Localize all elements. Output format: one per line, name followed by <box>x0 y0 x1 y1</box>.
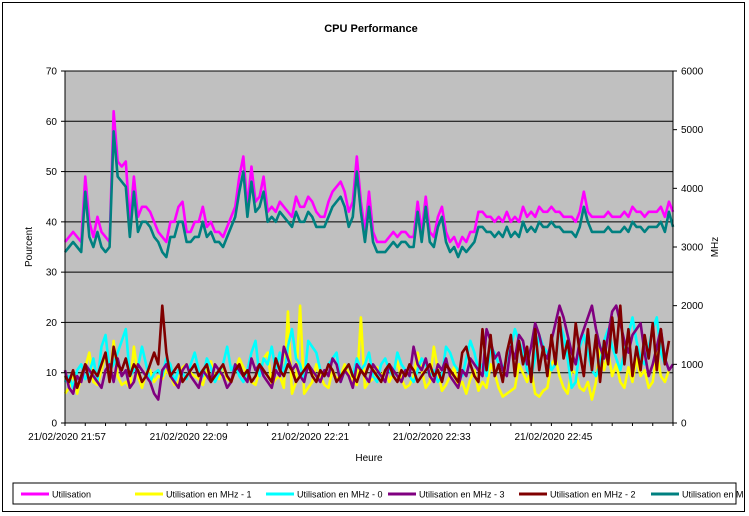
y-tick-label: 40 <box>46 217 58 228</box>
legend <box>12 482 737 505</box>
y-tick-label: 50 <box>46 167 58 178</box>
legend-label: Utilisation en MHz - 3 <box>419 490 505 500</box>
y2-tick-label: 6000 <box>681 67 704 78</box>
y-axis-left-label: Pourcent <box>24 227 35 267</box>
series-line-1 <box>63 304 671 401</box>
y-axis-right-label: MHz <box>710 237 721 258</box>
x-axis-ticks: 21/02/2020 21:57 21/02/2020 22:09 21/02/20… <box>28 423 674 443</box>
y2-tick-label: 5000 <box>681 125 704 136</box>
y2-tick-label: 3000 <box>681 243 704 254</box>
y-axis-right-ticks: 0 1000 2000 3000 4000 5000 6000 <box>673 67 704 430</box>
legend-label: Utilisation en MHz - 1 <box>166 490 252 500</box>
legend-label: Utilisation en MHz - 0 <box>297 490 383 500</box>
x-tick-label: 21/02/2020 21:57 <box>28 432 106 443</box>
y2-tick-label: 2000 <box>681 301 704 312</box>
y-tick-label: 10 <box>46 368 58 379</box>
y-tick-label: 70 <box>46 67 58 78</box>
legend-label: Utilisation <box>52 490 91 500</box>
legend-label: Utilisation en MHz <box>682 490 744 500</box>
y-axis-left-ticks: 0 10 20 30 40 50 60 70 <box>46 67 65 430</box>
series-line-0 <box>63 109 675 249</box>
series-line-3 <box>63 304 675 401</box>
x-tick-label: 21/02/2020 22:45 <box>514 432 592 443</box>
cpu-performance-chart: CPU Performance 0 10 20 30 40 50 60 70 0 1000 200… <box>12 23 749 505</box>
series-line-5 <box>63 130 675 259</box>
y-tick-label: 30 <box>46 268 58 279</box>
y2-tick-label: 4000 <box>681 184 704 195</box>
legend-items: Utilisation Utilisation en MHz - 1 Utilisa… <box>21 490 749 500</box>
y-tick-label: 20 <box>46 318 58 329</box>
y-tick-label: 0 <box>51 419 57 430</box>
x-tick-label: 21/02/2020 22:21 <box>271 432 349 443</box>
y2-tick-label: 0 <box>681 419 687 430</box>
y2-tick-label: 1000 <box>681 360 704 371</box>
y-tick-label: 60 <box>46 117 58 128</box>
series-line-4 <box>63 304 671 390</box>
series-lines <box>63 109 675 401</box>
x-tick-label: 21/02/2020 22:33 <box>393 432 471 443</box>
x-tick-label: 21/02/2020 22:09 <box>150 432 228 443</box>
legend-label: Utilisation en MHz - 2 <box>550 490 636 500</box>
x-axis-label: Heure <box>355 453 383 464</box>
chart-title: CPU Performance <box>324 23 418 35</box>
